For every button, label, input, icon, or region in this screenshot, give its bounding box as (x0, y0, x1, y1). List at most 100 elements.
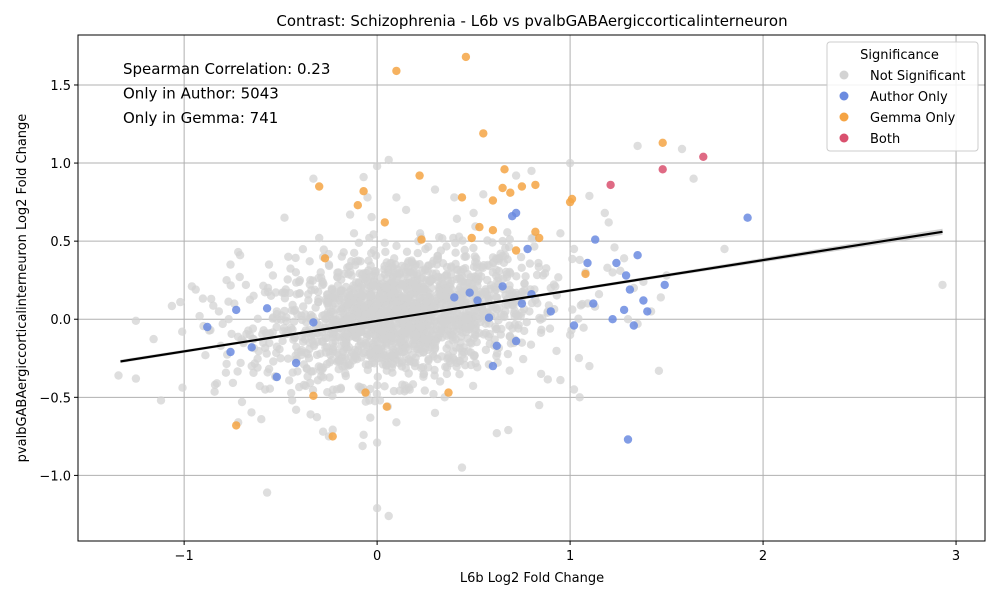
point-not-significant (411, 283, 420, 292)
point-not-significant (357, 281, 366, 291)
point-not-significant (433, 354, 442, 364)
point-not-significant (291, 268, 301, 277)
point-not-significant (471, 325, 480, 334)
point-not-significant (512, 310, 521, 319)
point-not-significant (259, 281, 268, 290)
point-not-significant (290, 333, 299, 343)
point-not-significant (305, 338, 314, 347)
point-not-significant (565, 158, 575, 168)
y-axis-label: pvalbGABAergiccorticalinterneuron Log2 F… (15, 114, 30, 463)
point-not-significant (585, 191, 594, 201)
point-not-significant (456, 267, 466, 277)
point-not-significant (430, 371, 439, 380)
point-not-significant (485, 329, 494, 339)
point-not-significant (453, 320, 462, 329)
point-not-significant (452, 308, 462, 317)
point-not-significant (272, 307, 281, 316)
point-not-significant (397, 261, 406, 271)
point-not-significant (366, 291, 376, 300)
point-not-significant (431, 337, 440, 346)
point-not-significant (656, 293, 665, 302)
point-not-significant (479, 190, 488, 199)
point-not-significant (492, 293, 502, 302)
point-not-significant (268, 271, 278, 280)
point-not-significant (237, 397, 247, 407)
x-axis-label: L6b Log2 Fold Change (460, 571, 604, 586)
point-not-significant (325, 373, 334, 382)
point-not-significant (452, 214, 462, 223)
point-not-significant (347, 313, 357, 323)
point-not-significant (358, 441, 367, 451)
regression-line (120, 230, 943, 363)
point-not-significant (247, 361, 256, 371)
point-not-significant (395, 270, 404, 279)
point-not-significant (425, 321, 435, 331)
point-not-significant (585, 361, 594, 371)
point-author-only (583, 258, 592, 268)
point-not-significant (574, 353, 584, 363)
point-author-only (203, 322, 212, 332)
point-not-significant (191, 285, 200, 294)
point-author-only (517, 299, 527, 308)
point-not-significant (543, 375, 552, 384)
point-not-significant (514, 320, 523, 330)
point-not-significant (201, 351, 210, 360)
point-not-significant (459, 354, 469, 363)
y-tick-label: 0.5 (50, 235, 71, 250)
point-not-significant (408, 298, 417, 308)
point-not-significant (623, 315, 633, 324)
point-not-significant (285, 376, 294, 385)
point-not-significant (442, 242, 451, 251)
point-author-only (589, 299, 598, 308)
point-not-significant (280, 306, 289, 316)
point-not-significant (341, 371, 350, 381)
x-tick-label: 2 (759, 549, 767, 564)
point-gemma-only (232, 421, 241, 430)
point-not-significant (293, 310, 302, 319)
point-not-significant (372, 389, 382, 399)
point-not-significant (569, 385, 579, 394)
point-author-only (262, 304, 272, 313)
chart-title: Contrast: Schizophrenia - L6b vs pvalbGA… (276, 12, 787, 30)
point-gemma-only (531, 180, 540, 190)
point-not-significant (494, 316, 503, 325)
point-not-significant (450, 193, 459, 202)
point-not-significant (408, 306, 418, 316)
point-not-significant (505, 332, 514, 341)
point-not-significant (392, 193, 401, 202)
point-not-significant (311, 303, 320, 312)
point-not-significant (569, 244, 579, 254)
point-not-significant (356, 327, 365, 337)
y-tick-label: −0.5 (39, 391, 71, 406)
point-not-significant (504, 242, 514, 252)
point-not-significant (470, 351, 479, 360)
point-not-significant (527, 166, 536, 176)
point-not-significant (575, 255, 584, 265)
point-not-significant (452, 358, 462, 368)
point-author-only (511, 336, 521, 346)
point-not-significant (422, 297, 431, 306)
point-not-significant (259, 338, 268, 347)
point-not-significant (292, 290, 301, 299)
point-not-significant (380, 382, 389, 391)
point-author-only (629, 321, 638, 330)
point-not-significant (489, 258, 498, 267)
point-not-significant (485, 291, 494, 300)
point-not-significant (488, 268, 498, 277)
point-not-significant (366, 413, 375, 422)
point-not-significant (460, 245, 469, 255)
point-not-significant (309, 174, 318, 183)
point-not-significant (286, 323, 296, 333)
point-not-significant (425, 289, 435, 299)
point-gemma-only (500, 165, 509, 174)
point-not-significant (455, 298, 465, 307)
point-not-significant (503, 300, 512, 310)
point-not-significant (447, 262, 456, 271)
point-gemma-only (506, 188, 515, 197)
point-gemma-only (517, 182, 527, 191)
point-not-significant (496, 330, 505, 339)
point-not-significant (442, 369, 452, 379)
point-not-significant (280, 213, 289, 222)
point-gemma-only (359, 187, 368, 196)
point-not-significant (207, 294, 216, 304)
